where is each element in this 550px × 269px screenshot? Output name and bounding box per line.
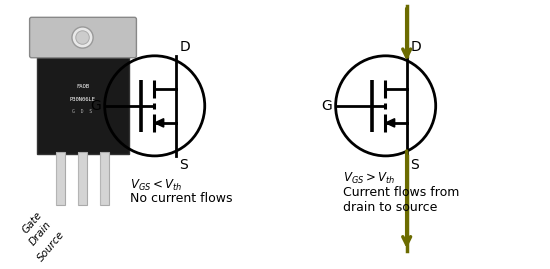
Text: Source: Source: [35, 229, 66, 263]
FancyBboxPatch shape: [30, 17, 136, 58]
Text: P30N06LE: P30N06LE: [69, 97, 96, 102]
Polygon shape: [155, 119, 164, 127]
Text: $V_{GS}<V_{th}$: $V_{GS}<V_{th}$: [130, 178, 182, 193]
Text: G  D  S: G D S: [73, 109, 92, 114]
Text: Gate: Gate: [20, 210, 43, 235]
Text: $V_{GS}>V_{th}$: $V_{GS}>V_{th}$: [343, 171, 395, 186]
Text: S: S: [180, 158, 188, 172]
Text: No current flows: No current flows: [130, 192, 232, 206]
Circle shape: [72, 27, 93, 48]
Polygon shape: [386, 119, 395, 127]
Text: G: G: [321, 99, 332, 113]
Bar: [78, 152, 87, 205]
Bar: [56, 152, 65, 205]
Text: G: G: [90, 99, 101, 113]
Bar: [100, 152, 109, 205]
Text: Drain: Drain: [28, 220, 53, 247]
Circle shape: [76, 31, 89, 44]
Bar: [37, 48, 129, 154]
Text: S: S: [410, 158, 419, 172]
Text: Current flows from
drain to source: Current flows from drain to source: [343, 186, 459, 214]
Text: D: D: [410, 40, 421, 54]
Text: D: D: [180, 40, 190, 54]
Text: FAOB: FAOB: [76, 84, 89, 89]
